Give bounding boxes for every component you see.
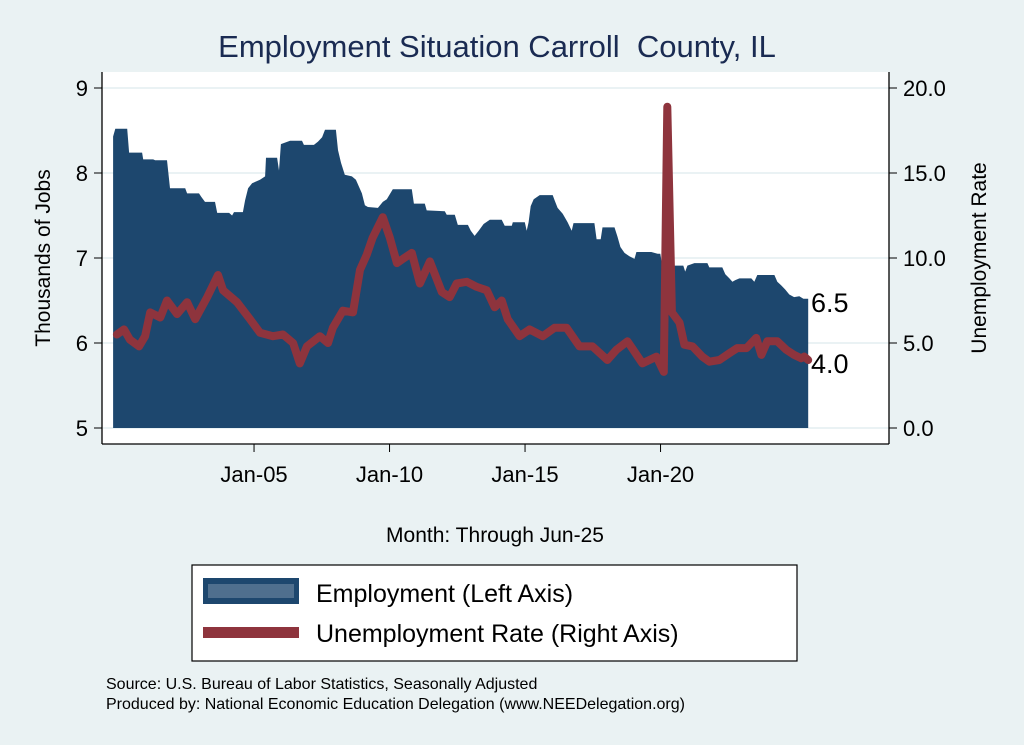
legend-label-unemployment: Unemployment Rate (Right Axis) — [316, 620, 679, 648]
legend: Employment (Left Axis) Unemployment Rate… — [191, 564, 798, 662]
right-tick: 0.0 — [889, 416, 934, 441]
right-axis-title: Unemployment Rate — [968, 162, 991, 353]
right-tick: 15.0 — [889, 161, 946, 186]
left-tick-label: 8 — [76, 161, 88, 186]
x-tick: Jan-05 — [220, 444, 288, 487]
right-tick: 5.0 — [889, 331, 934, 356]
right-tick-label: 0.0 — [903, 416, 934, 441]
employment-end-label: 6.5 — [811, 288, 849, 318]
left-tick: 5 — [76, 416, 102, 441]
source-note: Source: U.S. Bureau of Labor Statistics,… — [106, 676, 537, 693]
x-tick: Jan-15 — [491, 444, 559, 487]
right-tick-label: 10.0 — [903, 246, 946, 271]
left-tick: 7 — [76, 246, 102, 271]
left-tick-label: 9 — [76, 76, 88, 101]
left-tick-label: 5 — [76, 416, 88, 441]
left-tick: 8 — [76, 161, 102, 186]
legend-swatch-unemployment — [203, 627, 299, 638]
x-tick: Jan-10 — [356, 444, 423, 487]
unemployment-line — [112, 102, 813, 376]
left-tick: 9 — [76, 76, 102, 101]
legend-item-unemployment: Unemployment Rate (Right Axis) — [203, 620, 679, 648]
legend-swatch-employment-inner — [208, 584, 294, 598]
producer-note: Produced by: National Economic Education… — [106, 696, 685, 713]
right-axis-ticks: 0.0 5.0 10.0 15.0 20.0 — [889, 76, 946, 441]
left-tick-label: 7 — [76, 246, 88, 271]
right-tick-label: 15.0 — [903, 161, 946, 186]
legend-label-employment: Employment (Left Axis) — [316, 580, 573, 608]
right-tick: 20.0 — [889, 76, 946, 101]
right-tick-label: 5.0 — [903, 331, 934, 356]
x-tick-label: Jan-05 — [220, 462, 287, 487]
chart-title: Employment Situation Carroll County, IL — [218, 29, 776, 64]
x-tick: Jan-20 — [627, 444, 694, 487]
x-tick-label: Jan-15 — [491, 462, 558, 487]
left-tick: 6 — [76, 331, 102, 356]
left-tick-label: 6 — [76, 331, 88, 356]
unemployment-end-label: 4.0 — [811, 349, 849, 379]
x-axis-ticks: Jan-05 Jan-10 Jan-15 Jan-20 — [220, 444, 694, 487]
x-tick-label: Jan-20 — [627, 462, 694, 487]
left-axis-ticks: 5 6 7 8 9 — [76, 76, 102, 441]
right-tick-label: 20.0 — [903, 76, 946, 101]
legend-item-employment: Employment (Left Axis) — [203, 578, 573, 608]
right-tick: 10.0 — [889, 246, 946, 271]
x-tick-label: Jan-10 — [356, 462, 423, 487]
left-axis-title: Thousands of Jobs — [32, 169, 55, 346]
x-axis-title: Month: Through Jun-25 — [386, 524, 604, 547]
